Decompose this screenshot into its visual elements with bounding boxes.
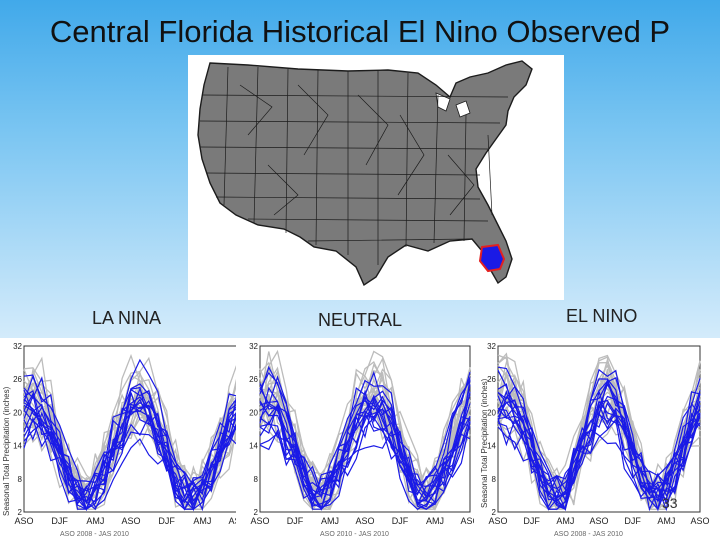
x-tick-label: ASO [121,516,140,526]
x-tick-label: ASO [589,516,608,526]
observed-precip-line [497,369,701,490]
great-lakes [435,92,471,118]
date-range: ASO 2010 - JAS 2010 [320,531,389,538]
y-tick-label: 20 [487,408,496,417]
observed-precip-line [23,416,239,511]
x-tick-label: AMJ [556,516,574,526]
y-tick-label: 14 [487,442,496,451]
x-tick-label: ASO [488,516,507,526]
observed-precip-line [497,389,701,509]
y-tick-label: 32 [487,342,496,351]
observed-precip-line [497,385,701,491]
observed-precip-line [497,401,701,511]
x-tick-label: DJF [392,516,409,526]
y-tick-label: 8 [18,475,23,484]
x-tick-label: ASO [355,516,374,526]
y-tick-label: 32 [249,342,258,351]
plot-frame [497,345,701,513]
x-tick-label: DJF [158,516,175,526]
observed-precip-line [497,408,701,502]
x-tick-label: DJF [523,516,540,526]
x-tick-label: AMJ [426,516,444,526]
y-tick-label: 2 [254,508,259,517]
y-tick-label: 14 [13,442,22,451]
observed-precip-line [259,411,471,502]
x-tick-label: AMJ [193,516,211,526]
panel-svg-2: Seasonal Total Precipitation (inches) 32… [480,342,710,538]
y-tick-label: 14 [249,442,258,451]
y-tick-label: 8 [254,475,259,484]
observed-precip-line [23,398,239,506]
climatology-line [497,356,701,510]
x-tick-label: ASO [250,516,269,526]
page-number: 33 [662,495,678,511]
observed-precip-line [259,384,471,498]
x-tick-label: ASO [690,516,709,526]
neutral-label: NEUTRAL [318,310,403,330]
observed-precip-line [259,404,471,511]
us-outline [197,60,533,287]
panel-svg-0: Seasonal Total Precipitation (inches) 32… [2,342,244,538]
el-nino-precip-chart: Seasonal Total Precipitation (inches) 32… [474,338,720,540]
observed-precip-line [497,366,701,503]
observed-precip-line [259,395,471,509]
el-nino-label: EL NINO [566,306,638,326]
y-tick-label: 26 [13,375,22,384]
date-range: ASO 2008 - JAS 2010 [60,531,129,538]
slide-title: Central Florida Historical El Nino Obser… [49,14,671,49]
x-tick-label: ASO [460,516,476,526]
date-range: ASO 2008 - JAS 2010 [554,531,623,538]
observed-precip-line [259,379,471,511]
y-tick-label: 2 [18,508,23,517]
x-tick-label: DJF [624,516,641,526]
us-climate-divisions-map [197,60,533,287]
y-tick-label: 2 [492,508,497,517]
y-axis-title: Seasonal Total Precipitation (inches) [480,378,489,508]
x-tick-label: AMJ [321,516,339,526]
x-tick-label: DJF [287,516,304,526]
y-axis-title: Seasonal Total Precipitation (inches) [2,386,11,516]
y-tick-label: 8 [492,475,497,484]
x-tick-label: ASO [14,516,33,526]
x-tick-label: AMJ [86,516,104,526]
y-tick-label: 20 [249,408,258,417]
y-tick-label: 26 [249,375,258,384]
us-map [188,55,564,300]
observed-precip-line [23,376,239,510]
x-tick-label: AMJ [657,516,675,526]
y-tick-label: 26 [487,375,496,384]
observed-precip-line [23,396,239,505]
observed-precip-line [259,394,471,504]
y-tick-label: 32 [13,342,22,351]
central-florida-highlight [478,243,506,273]
division-lines [199,66,509,265]
la-nina-label: LA NINA [92,308,162,328]
la-nina-precip-chart: Seasonal Total Precipitation (inches) 32… [0,338,244,540]
observed-precip-line [497,378,701,501]
y-tick-label: 20 [13,408,22,417]
observed-precip-line [259,396,471,510]
x-tick-label: DJF [51,516,68,526]
